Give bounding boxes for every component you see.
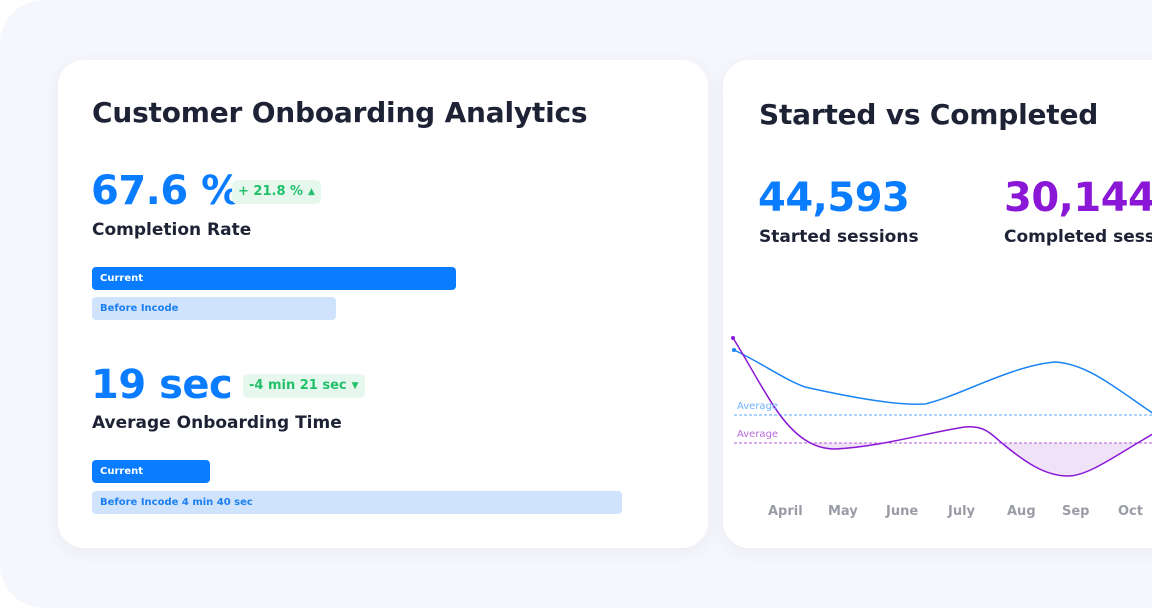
started-sessions-label: Started sessions xyxy=(759,227,919,247)
x-axis-label-june: June xyxy=(886,504,919,519)
completion-rate-change-text: + 21.8 % xyxy=(238,184,304,199)
completed-sessions-value: 30,144 xyxy=(1004,175,1152,221)
onboarding-time-change-badge: -4 min 21 sec ▼ xyxy=(243,374,365,398)
completion-current-bar: Current xyxy=(92,267,456,290)
arrow-up-icon: ▲ xyxy=(308,187,315,197)
x-axis-label-sep: Sep xyxy=(1062,504,1090,519)
x-axis-label-oct: Oct xyxy=(1118,504,1143,519)
completed-start-marker xyxy=(731,336,735,340)
onboarding-analytics-title: Customer Onboarding Analytics xyxy=(92,96,588,129)
completion-before-bar: Before Incode xyxy=(92,297,336,320)
completed-sessions-label: Completed sessions xyxy=(1004,227,1152,247)
x-axis-label-aug: Aug xyxy=(1007,504,1036,519)
completed-average-label: Average xyxy=(737,429,779,440)
completion-rate-value: 67.6 % xyxy=(91,168,241,214)
completed-sessions-line xyxy=(732,337,1152,477)
below-average-fill xyxy=(723,443,1152,476)
started-sessions-line xyxy=(733,349,1152,414)
x-axis-label-july: July xyxy=(948,504,976,519)
onboarding-time-label: Average Onboarding Time xyxy=(92,413,342,433)
started-vs-completed-title: Started vs Completed xyxy=(759,98,1099,131)
x-axis-label-may: May xyxy=(828,504,858,519)
onboarding-time-value: 19 sec xyxy=(91,362,233,408)
onboarding-time-change-text: -4 min 21 sec xyxy=(249,378,347,393)
completion-rate-label: Completion Rate xyxy=(92,220,252,240)
completion-rate-change-badge: + 21.8 % ▲ xyxy=(232,180,321,204)
x-axis-label-april: April xyxy=(768,504,803,519)
onboarding-before-bar: Before Incode 4 min 40 sec xyxy=(92,491,622,514)
onboarding-current-bar: Current xyxy=(92,460,210,483)
started-average-label: Average xyxy=(737,401,779,412)
started-start-marker xyxy=(732,348,736,352)
started-sessions-value: 44,593 xyxy=(758,175,910,221)
arrow-down-icon: ▼ xyxy=(351,381,359,391)
